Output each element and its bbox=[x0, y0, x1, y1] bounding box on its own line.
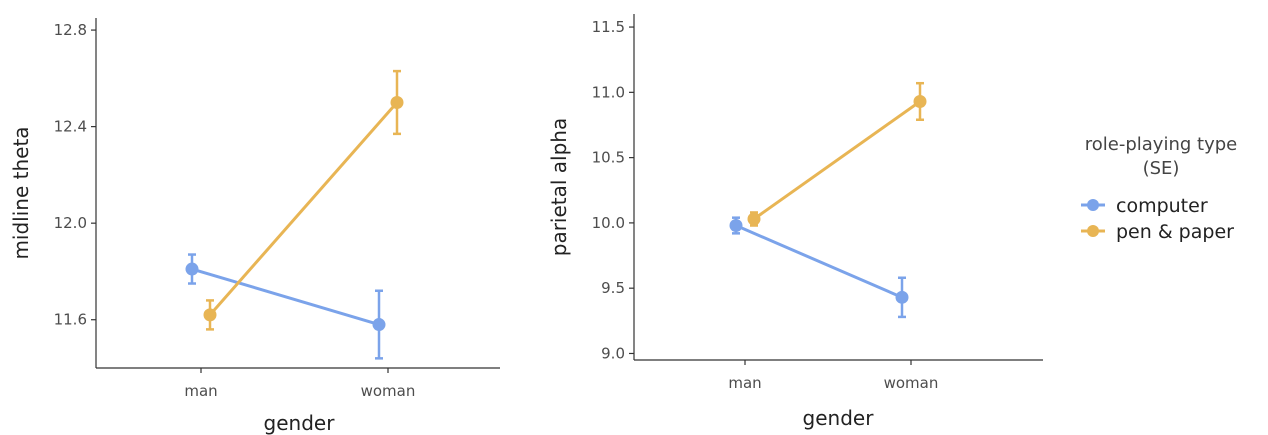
x-tick-label: woman bbox=[361, 382, 416, 400]
y-axis-title: parietal alpha bbox=[547, 118, 571, 257]
x-axis-title: gender bbox=[803, 406, 875, 430]
data-point bbox=[372, 318, 386, 332]
y-tick-label: 12.4 bbox=[54, 118, 87, 136]
y-tick-label: 9.0 bbox=[601, 344, 625, 362]
x-tick-label: man bbox=[184, 382, 217, 400]
series-line bbox=[735, 224, 903, 299]
legend: role-playing type (SE) computer pen & pa… bbox=[1081, 134, 1237, 243]
legend-key-point bbox=[1087, 225, 1099, 237]
legend-label-pen-paper: pen & paper bbox=[1116, 221, 1234, 243]
y-tick-label: 12.0 bbox=[54, 214, 87, 232]
data-point bbox=[203, 308, 217, 322]
y-tick-label: 10.0 bbox=[592, 214, 625, 232]
marks bbox=[729, 81, 927, 319]
y-tick-label: 12.8 bbox=[54, 21, 87, 39]
x-axis-title: gender bbox=[264, 411, 336, 435]
data-point bbox=[185, 262, 199, 276]
x-tick-label: man bbox=[728, 374, 761, 392]
data-point bbox=[729, 219, 743, 233]
series-pen-paper bbox=[203, 69, 404, 331]
y-tick-label: 10.5 bbox=[592, 149, 625, 167]
data-point bbox=[895, 290, 909, 304]
y-tick-label: 11.5 bbox=[592, 18, 625, 36]
series-line bbox=[208, 101, 399, 316]
y-tick-label: 11.0 bbox=[592, 83, 625, 101]
data-point bbox=[913, 94, 927, 108]
series-computer bbox=[185, 253, 386, 360]
data-point bbox=[390, 95, 404, 109]
marks bbox=[185, 69, 404, 360]
y-tick-label: 9.5 bbox=[601, 279, 625, 297]
panel-midline-theta: 11.6 12.0 12.4 12.8 man woman gender midline … bbox=[9, 18, 500, 435]
ticks: 9.0 9.5 10.0 10.5 11.0 11.5 man woman bbox=[592, 18, 939, 392]
legend-title-line2: (SE) bbox=[1143, 158, 1180, 179]
y-axis-title: midline theta bbox=[9, 126, 33, 259]
legend-item-pen-paper: pen & paper bbox=[1081, 221, 1234, 243]
y-tick-label: 11.6 bbox=[54, 311, 87, 329]
legend-item-computer: computer bbox=[1081, 195, 1208, 217]
x-tick-label: woman bbox=[884, 374, 939, 392]
data-point bbox=[747, 212, 761, 226]
legend-key-point bbox=[1087, 199, 1099, 211]
series-line bbox=[753, 100, 921, 221]
series-pen-paper bbox=[747, 81, 927, 227]
series-line bbox=[191, 267, 380, 326]
legend-title-line1: role-playing type bbox=[1085, 134, 1237, 155]
ticks: 11.6 12.0 12.4 12.8 man woman bbox=[54, 21, 416, 400]
legend-label-computer: computer bbox=[1116, 195, 1208, 217]
series-computer bbox=[729, 216, 909, 319]
panel-parietal-alpha: 9.0 9.5 10.0 10.5 11.0 11.5 man woman gender pa… bbox=[547, 14, 1043, 430]
